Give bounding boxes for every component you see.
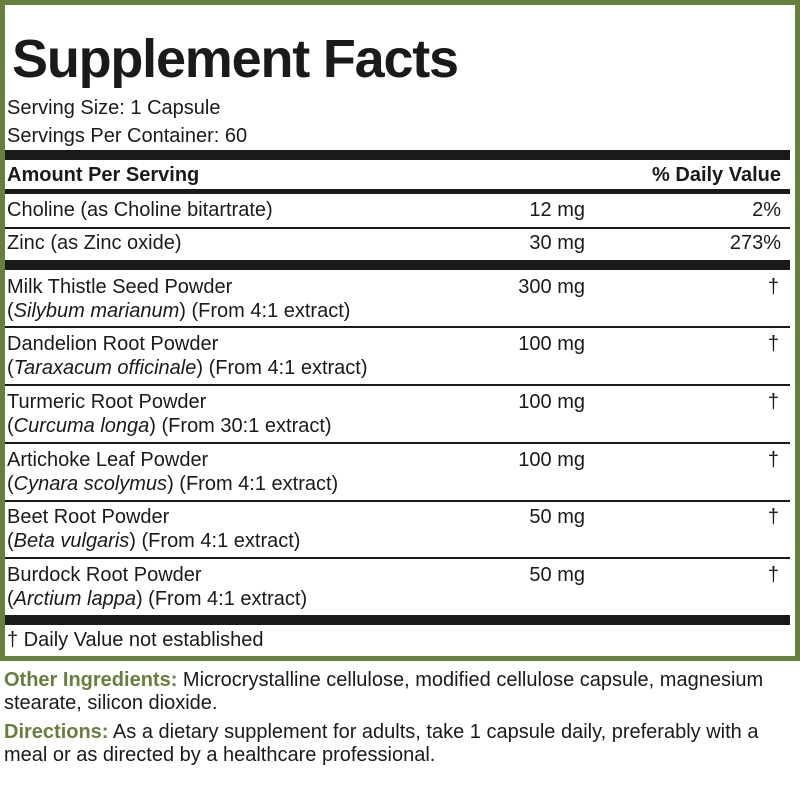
- latin-name: Beta vulgaris: [13, 530, 130, 552]
- footer-divider: [5, 615, 790, 625]
- ingredient-name: Artichoke Leaf Powder: [7, 449, 209, 471]
- header-divider: [5, 189, 790, 194]
- extract-ratio: (From 4:1 extract): [185, 300, 351, 322]
- amount-per-serving-header: Amount Per Serving: [7, 164, 200, 186]
- daily-value-footnote: † Daily Value not established: [7, 629, 264, 651]
- extract-ratio: (From 4:1 extract): [173, 473, 339, 495]
- row-divider: [5, 384, 790, 386]
- ingredient-amount: 50 mg: [529, 564, 585, 586]
- ingredient-detail: (Curcuma longa) (From 30:1 extract): [7, 415, 332, 437]
- other-ingredients-label: Other Ingredients:: [4, 669, 178, 691]
- directions: Directions: As a dietary supplement for …: [4, 721, 796, 767]
- ingredient-detail: (Cynara scolymus) (From 4:1 extract): [7, 473, 339, 495]
- section-divider: [5, 260, 790, 270]
- nutrient-name: Zinc (as Zinc oxide): [7, 232, 182, 254]
- daily-value-dagger: †: [767, 506, 779, 528]
- latin-name: Taraxacum officinale: [13, 357, 197, 379]
- ingredient-amount: 100 mg: [518, 391, 585, 413]
- extract-ratio: (From 30:1 extract): [155, 415, 332, 437]
- directions-text: As a dietary supplement for adults, take…: [4, 721, 759, 766]
- ingredient-name: Milk Thistle Seed Powder: [7, 276, 233, 298]
- latin-name: Silybum marianum: [13, 300, 180, 322]
- row-divider: [5, 442, 790, 444]
- ingredient-name: Dandelion Root Powder: [7, 333, 219, 355]
- ingredient-name: Burdock Root Powder: [7, 564, 202, 586]
- ingredient-detail: (Arctium lappa) (From 4:1 extract): [7, 588, 308, 610]
- latin-name: Curcuma longa: [13, 415, 150, 437]
- ingredient-detail: (Taraxacum officinale) (From 4:1 extract…: [7, 357, 368, 379]
- daily-value-dagger: †: [767, 449, 779, 471]
- directions-label: Directions:: [4, 721, 109, 743]
- ingredient-detail: (Silybum marianum) (From 4:1 extract): [7, 300, 351, 322]
- ingredient-name: Turmeric Root Powder: [7, 391, 207, 413]
- daily-value-dagger: †: [767, 333, 779, 355]
- daily-value-dagger: †: [767, 276, 779, 298]
- nutrient-name: Choline (as Choline bitartrate): [7, 199, 273, 221]
- panel-title: Supplement Facts: [12, 29, 459, 89]
- ingredient-detail: (Beta vulgaris) (From 4:1 extract): [7, 530, 301, 552]
- nutrient-daily-value: 273%: [729, 232, 781, 254]
- ingredient-name: Beet Root Powder: [7, 506, 170, 528]
- servings-per-container: Servings Per Container: 60: [7, 125, 248, 147]
- extract-ratio: (From 4:1 extract): [142, 588, 308, 610]
- daily-value-dagger: †: [767, 564, 779, 586]
- daily-value-dagger: †: [767, 391, 779, 413]
- ingredient-amount: 100 mg: [518, 449, 585, 471]
- serving-size: Serving Size: 1 Capsule: [7, 97, 221, 119]
- ingredient-amount: 100 mg: [518, 333, 585, 355]
- extract-ratio: (From 4:1 extract): [135, 530, 301, 552]
- other-ingredients: Other Ingredients: Microcrystalline cell…: [4, 669, 796, 715]
- row-divider: [5, 227, 790, 229]
- row-divider: [5, 326, 790, 328]
- nutrient-amount: 12 mg: [529, 199, 585, 221]
- other-ingredients-text: Microcrystalline cellulose, modified cel…: [4, 669, 764, 714]
- extract-ratio: (From 4:1 extract): [203, 357, 368, 379]
- supplement-facts-panel: Supplement Facts: [0, 0, 800, 661]
- nutrient-amount: 30 mg: [529, 232, 585, 254]
- nutrient-daily-value: 2%: [752, 199, 781, 221]
- latin-name: Cynara scolymus: [13, 473, 168, 495]
- row-divider: [5, 557, 790, 559]
- latin-name: Arctium lappa: [13, 588, 136, 610]
- daily-value-header: % Daily Value: [652, 164, 781, 186]
- ingredient-amount: 300 mg: [518, 276, 585, 298]
- row-divider: [5, 500, 790, 502]
- thick-divider: [5, 150, 790, 160]
- ingredient-amount: 50 mg: [529, 506, 585, 528]
